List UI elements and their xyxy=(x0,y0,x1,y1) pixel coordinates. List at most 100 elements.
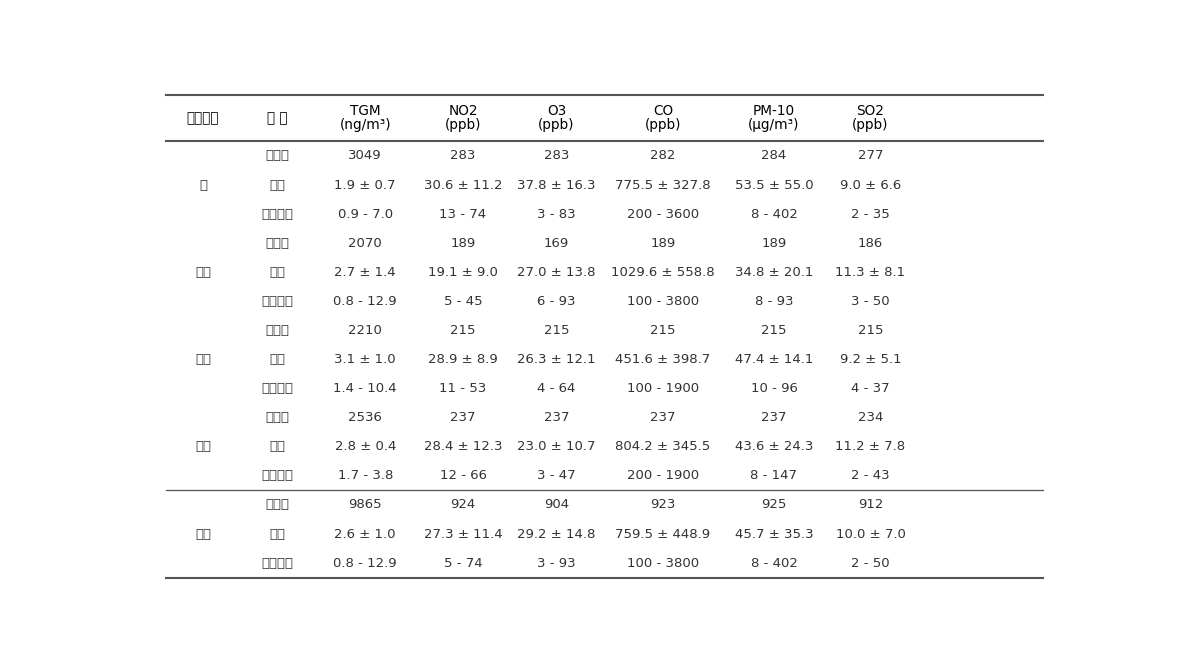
Text: 3049: 3049 xyxy=(349,149,382,162)
Text: 169: 169 xyxy=(544,237,569,250)
Text: 3 - 83: 3 - 83 xyxy=(538,208,575,221)
Text: 28.9 ± 8.9: 28.9 ± 8.9 xyxy=(428,353,498,366)
Text: 10 - 96: 10 - 96 xyxy=(751,382,797,395)
Text: 451.6 ± 398.7: 451.6 ± 398.7 xyxy=(615,353,711,366)
Text: 30.6 ± 11.2: 30.6 ± 11.2 xyxy=(423,178,502,192)
Text: 27.0 ± 13.8: 27.0 ± 13.8 xyxy=(518,266,595,278)
Text: 2 - 43: 2 - 43 xyxy=(851,469,890,483)
Text: 215: 215 xyxy=(762,324,786,337)
Text: 12 - 66: 12 - 66 xyxy=(440,469,487,483)
Text: 9.0 ± 6.6: 9.0 ± 6.6 xyxy=(839,178,901,192)
Text: O3: O3 xyxy=(547,105,566,119)
Text: 샘플수: 샘플수 xyxy=(265,324,290,337)
Text: 6 - 93: 6 - 93 xyxy=(538,295,575,308)
Text: 1.7 - 3.8: 1.7 - 3.8 xyxy=(337,469,393,483)
Text: 28.4 ± 12.3: 28.4 ± 12.3 xyxy=(423,440,502,453)
Text: 912: 912 xyxy=(858,499,883,511)
Text: 904: 904 xyxy=(544,499,569,511)
Text: 평균: 평균 xyxy=(270,353,285,366)
Text: 2210: 2210 xyxy=(348,324,382,337)
Text: 농도범위: 농도범위 xyxy=(262,382,294,395)
Text: 8 - 402: 8 - 402 xyxy=(751,557,797,570)
Text: 10.0 ± 7.0: 10.0 ± 7.0 xyxy=(836,528,905,540)
Text: 평균: 평균 xyxy=(270,266,285,278)
Text: 13 - 74: 13 - 74 xyxy=(440,208,487,221)
Text: 237: 237 xyxy=(762,411,786,424)
Text: 0.9 - 7.0: 0.9 - 7.0 xyxy=(337,208,393,221)
Text: 759.5 ± 448.9: 759.5 ± 448.9 xyxy=(615,528,711,540)
Text: 평균: 평균 xyxy=(270,178,285,192)
Text: 3 - 93: 3 - 93 xyxy=(538,557,575,570)
Text: 5 - 45: 5 - 45 xyxy=(443,295,482,308)
Text: 775.5 ± 327.8: 775.5 ± 327.8 xyxy=(615,178,711,192)
Text: CO: CO xyxy=(653,105,673,119)
Text: 9865: 9865 xyxy=(349,499,382,511)
Text: 샘플수: 샘플수 xyxy=(265,237,290,250)
Text: 283: 283 xyxy=(544,149,569,162)
Text: 53.5 ± 55.0: 53.5 ± 55.0 xyxy=(735,178,814,192)
Text: 237: 237 xyxy=(450,411,476,424)
Text: 평균: 평균 xyxy=(270,528,285,540)
Text: 284: 284 xyxy=(762,149,786,162)
Text: 2.8 ± 0.4: 2.8 ± 0.4 xyxy=(335,440,396,453)
Text: (μg/m³): (μg/m³) xyxy=(749,118,799,132)
Text: 11.3 ± 8.1: 11.3 ± 8.1 xyxy=(836,266,905,278)
Text: 2536: 2536 xyxy=(348,411,382,424)
Text: 100 - 1900: 100 - 1900 xyxy=(627,382,699,395)
Text: 5 - 74: 5 - 74 xyxy=(443,557,482,570)
Text: 925: 925 xyxy=(762,499,786,511)
Text: 3 - 47: 3 - 47 xyxy=(538,469,575,483)
Text: 4 - 37: 4 - 37 xyxy=(851,382,890,395)
Text: 1.9 ± 0.7: 1.9 ± 0.7 xyxy=(335,178,396,192)
Text: 189: 189 xyxy=(651,237,676,250)
Text: 189: 189 xyxy=(450,237,475,250)
Text: NO2: NO2 xyxy=(448,105,477,119)
Text: 농도범위: 농도범위 xyxy=(262,295,294,308)
Text: (ppb): (ppb) xyxy=(538,118,574,132)
Text: 합계: 합계 xyxy=(195,528,211,540)
Text: 34.8 ± 20.1: 34.8 ± 20.1 xyxy=(735,266,814,278)
Text: 샘플수: 샘플수 xyxy=(265,411,290,424)
Text: 평균: 평균 xyxy=(270,440,285,453)
Text: 37.8 ± 16.3: 37.8 ± 16.3 xyxy=(518,178,595,192)
Text: 농도범위: 농도범위 xyxy=(262,469,294,483)
Text: 237: 237 xyxy=(651,411,676,424)
Text: 189: 189 xyxy=(762,237,786,250)
Text: 100 - 3800: 100 - 3800 xyxy=(627,557,699,570)
Text: 23.0 ± 10.7: 23.0 ± 10.7 xyxy=(518,440,595,453)
Text: 200 - 1900: 200 - 1900 xyxy=(627,469,699,483)
Text: 924: 924 xyxy=(450,499,475,511)
Text: 여름: 여름 xyxy=(195,266,211,278)
Text: 3.1 ± 1.0: 3.1 ± 1.0 xyxy=(335,353,396,366)
Text: 215: 215 xyxy=(857,324,883,337)
Text: 1029.6 ± 558.8: 1029.6 ± 558.8 xyxy=(611,266,714,278)
Text: 농도범위: 농도범위 xyxy=(262,208,294,221)
Text: 804.2 ± 345.5: 804.2 ± 345.5 xyxy=(615,440,711,453)
Text: 0.8 - 12.9: 0.8 - 12.9 xyxy=(334,557,397,570)
Text: 11.2 ± 7.8: 11.2 ± 7.8 xyxy=(836,440,905,453)
Text: 1.4 - 10.4: 1.4 - 10.4 xyxy=(334,382,397,395)
Text: (ng/m³): (ng/m³) xyxy=(340,118,391,132)
Text: 2070: 2070 xyxy=(348,237,382,250)
Text: (ppb): (ppb) xyxy=(852,118,889,132)
Text: 29.2 ± 14.8: 29.2 ± 14.8 xyxy=(518,528,595,540)
Text: 26.3 ± 12.1: 26.3 ± 12.1 xyxy=(518,353,595,366)
Text: 215: 215 xyxy=(651,324,676,337)
Text: 27.3 ± 11.4: 27.3 ± 11.4 xyxy=(423,528,502,540)
Text: 282: 282 xyxy=(651,149,676,162)
Text: 215: 215 xyxy=(544,324,569,337)
Text: 항 목: 항 목 xyxy=(268,111,288,125)
Text: (ppb): (ppb) xyxy=(444,118,481,132)
Text: 100 - 3800: 100 - 3800 xyxy=(627,295,699,308)
Text: 19.1 ± 9.0: 19.1 ± 9.0 xyxy=(428,266,498,278)
Text: PM-10: PM-10 xyxy=(753,105,795,119)
Text: 0.8 - 12.9: 0.8 - 12.9 xyxy=(334,295,397,308)
Text: 4 - 64: 4 - 64 xyxy=(538,382,575,395)
Text: 923: 923 xyxy=(651,499,676,511)
Text: (ppb): (ppb) xyxy=(645,118,681,132)
Text: 8 - 93: 8 - 93 xyxy=(755,295,793,308)
Text: 43.6 ± 24.3: 43.6 ± 24.3 xyxy=(735,440,814,453)
Text: 9.2 ± 5.1: 9.2 ± 5.1 xyxy=(839,353,901,366)
Text: 샘플수: 샘플수 xyxy=(265,499,290,511)
Text: TGM: TGM xyxy=(350,105,381,119)
